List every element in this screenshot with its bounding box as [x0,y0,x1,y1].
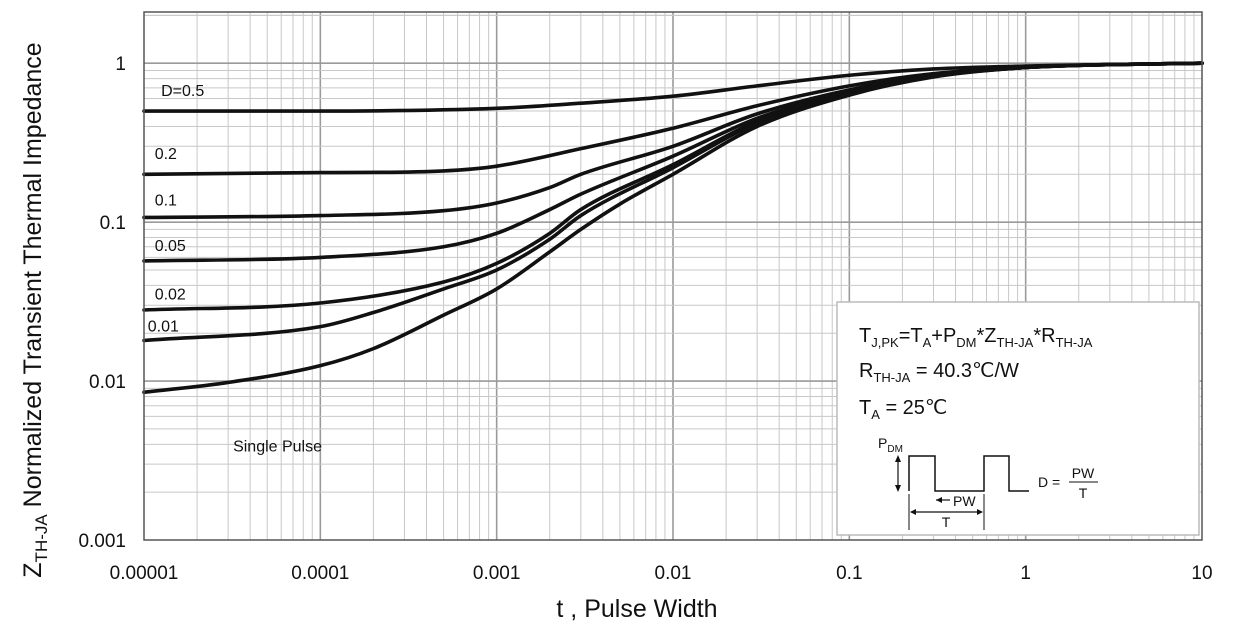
t-arrowhead-left [910,509,916,515]
series-label-0: D=0.5 [161,83,204,100]
y-axis-label: ZTH-JA Normalized Transient Thermal Impe… [19,42,51,577]
x-tick-label: 1 [1020,563,1031,584]
series-label-5: 0.01 [148,319,179,336]
series-label-1: 0.2 [155,146,177,163]
y-tick-label: 1 [115,54,126,75]
pdm-arrowhead-top [895,455,901,462]
x-tick-label: 0.01 [655,563,692,584]
t-arrowhead-right [977,509,983,515]
duty-numerator: PW [1072,465,1095,481]
series-label-4: 0.02 [155,287,186,304]
y-label-rest: Normalized Transient Thermal Impedance [19,42,47,514]
annotation-frame [836,301,1200,536]
ta-text: TA = 25℃ [859,397,947,422]
y-tick-label: 0.1 [100,213,126,234]
plot-frame [143,11,1203,541]
y-tick-label: 0.001 [78,531,126,552]
series-label-6: Single Pulse [233,439,322,456]
series-label-3: 0.05 [155,238,186,255]
formula-text: TJ,PK=TA+PDM*ZTH-JA*RTH-JA [859,325,1093,350]
pulse-diagram: PDM PW T D = PW T [878,435,1098,530]
y-label-main: Z [19,562,47,577]
x-tick-label: 0.1 [836,563,862,584]
y-tick-label: 0.01 [89,372,126,393]
x-tick-label: 0.0001 [291,563,349,584]
x-tick-label: 10 [1191,563,1212,584]
pdm-arrowhead-bottom [895,485,901,492]
t-label: T [942,514,951,530]
x-tick-label: 0.00001 [110,563,179,584]
y-label-sub: TH-JA [32,514,51,563]
svg-text:ZTH-JA Normalized Transient Th: ZTH-JA Normalized Transient Thermal Impe… [19,42,51,577]
series-label-2: 0.1 [155,193,177,210]
series-line-6 [142,61,1204,395]
duty-denominator: T [1079,485,1088,501]
rth-text: RTH-JA = 40.3℃/W [859,360,1019,385]
x-axis-label: t , Pulse Width [556,595,717,623]
tick-labels: 0.00001 0.0001 0.001 0.01 0.1 1 10 0.001 0.01 0.1… [78,54,1212,584]
series-group [142,61,1204,395]
curve-labels: D=0.5 0.2 0.1 0.05 0.02 0.01 Single Pulse [148,83,322,455]
pdm-label: PDM [878,435,903,455]
duty-lhs: D = [1038,474,1060,490]
annotation-box: TJ,PK=TA+PDM*ZTH-JA*RTH-JA RTH-JA = 40.3… [836,301,1200,536]
x-tick-label: 0.001 [473,563,521,584]
pw-arrowhead [936,497,942,503]
pulse-waveform [908,455,1029,492]
pw-label: PW [953,493,976,509]
